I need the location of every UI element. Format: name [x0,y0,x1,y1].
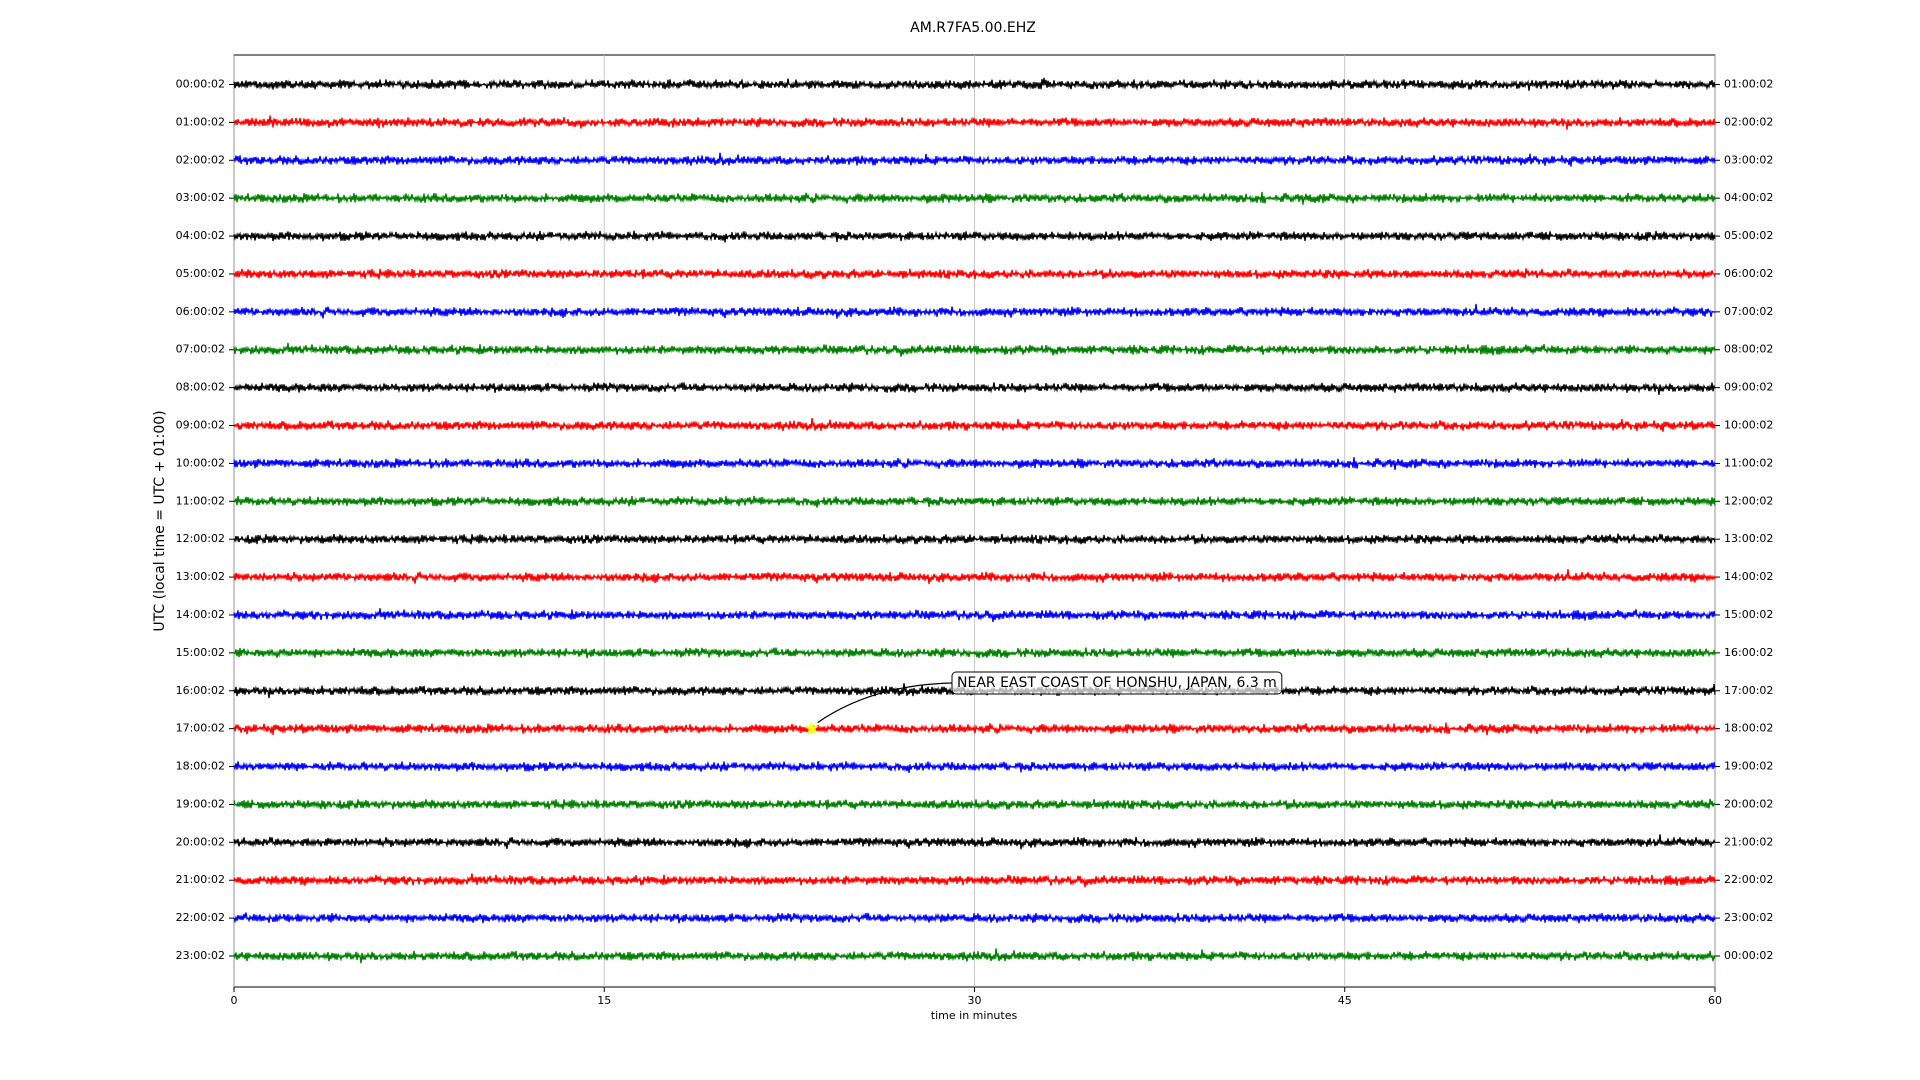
seismic-trace [233,342,1716,357]
row-label: 02:00:02 [176,153,225,166]
row-label: 06:00:02 [176,305,225,318]
seismic-trace [233,912,1716,925]
seismic-trace [233,722,1716,736]
seismic-trace [233,834,1716,850]
y-axis-label: UTC (local time = UTC + 01:00) [152,410,168,631]
row-label: 17:00:02 [176,722,225,735]
x-tick-label: 60 [1708,994,1722,1007]
row-label: 20:00:02 [176,835,225,848]
chart-title: AM.R7FA5.00.EHZ [910,20,1036,36]
row-right-label: 09:00:02 [1724,381,1773,394]
seismic-trace [233,948,1716,964]
row-label: 08:00:02 [176,381,225,394]
row-right-label: 17:00:02 [1724,684,1773,697]
x-tick-label: 0 [231,994,238,1007]
row-right-label: 15:00:02 [1724,608,1773,621]
row-label: 14:00:02 [176,608,225,621]
row-label: 05:00:02 [176,267,225,280]
row-right-label: 04:00:02 [1724,191,1773,204]
row-right-label: 06:00:02 [1724,267,1773,280]
event-marker [804,721,819,735]
seismic-trace [233,533,1716,546]
row-right-label: 07:00:02 [1724,305,1773,318]
row-label: 16:00:02 [176,684,225,697]
row-label: 03:00:02 [176,191,225,204]
row-label: 04:00:02 [176,229,225,242]
seismic-trace [233,152,1716,167]
row-right-label: 01:00:02 [1724,78,1773,91]
row-label: 18:00:02 [176,760,225,773]
row-right-label: 00:00:02 [1724,949,1773,962]
seismic-trace [233,191,1716,205]
seismic-trace [233,798,1716,811]
annotation: NEAR EAST COAST OF HONSHU, JAPAN, 6.3 m [951,671,1283,695]
row-label: 12:00:02 [176,532,225,545]
annotation-arrow [817,682,953,724]
row-right-label: 12:00:02 [1724,494,1773,507]
seismic-trace [233,381,1716,395]
row-label: 15:00:02 [176,646,225,659]
row-right-label: 11:00:02 [1724,456,1773,469]
row-right-label: 18:00:02 [1724,722,1773,735]
row-right-label: 14:00:02 [1724,570,1773,583]
annotation-text: NEAR EAST COAST OF HONSHU, JAPAN, 6.3 m [957,675,1277,691]
x-tick-label: 15 [597,994,611,1007]
seismic-trace [233,760,1716,773]
seismic-trace [233,268,1716,280]
row-label: 11:00:02 [176,494,225,507]
row-right-label: 21:00:02 [1724,835,1773,848]
row-right-label: 10:00:02 [1724,419,1773,432]
row-label: 09:00:02 [176,419,225,432]
row-right-label: 02:00:02 [1724,115,1773,128]
row-label: 01:00:02 [176,115,225,128]
row-right-label: 23:00:02 [1724,911,1773,924]
row-right-label: 13:00:02 [1724,532,1773,545]
seismic-trace [233,230,1716,243]
row-right-label: 08:00:02 [1724,343,1773,356]
seismic-trace [233,569,1716,585]
seismic-trace [233,495,1716,508]
x-axis-label: time in minutes [931,1009,1018,1022]
row-label: 10:00:02 [176,456,225,469]
x-tick-label: 30 [968,994,982,1007]
row-label: 19:00:02 [176,797,225,810]
seismic-trace [233,303,1716,319]
row-right-label: 19:00:02 [1724,760,1773,773]
row-label: 22:00:02 [176,911,225,924]
seismic-trace [233,417,1716,432]
row-label: 07:00:02 [176,343,225,356]
row-right-label: 03:00:02 [1724,153,1773,166]
row-right-label: 22:00:02 [1724,873,1773,886]
row-label: 00:00:02 [176,78,225,91]
x-tick-label: 45 [1338,994,1352,1007]
annotation-box [951,671,1283,695]
seismic-trace [233,115,1716,130]
row-right-label: 16:00:02 [1724,646,1773,659]
row-right-label: 20:00:02 [1724,797,1773,810]
seismic-trace [233,457,1716,470]
row-label: 13:00:02 [176,570,225,583]
seismic-trace [233,647,1716,659]
seismic-trace [233,608,1716,623]
row-label: 23:00:02 [176,949,225,962]
seismic-trace [233,77,1716,91]
row-label: 21:00:02 [176,873,225,886]
row-right-label: 05:00:02 [1724,229,1773,242]
seismic-trace [233,873,1716,888]
